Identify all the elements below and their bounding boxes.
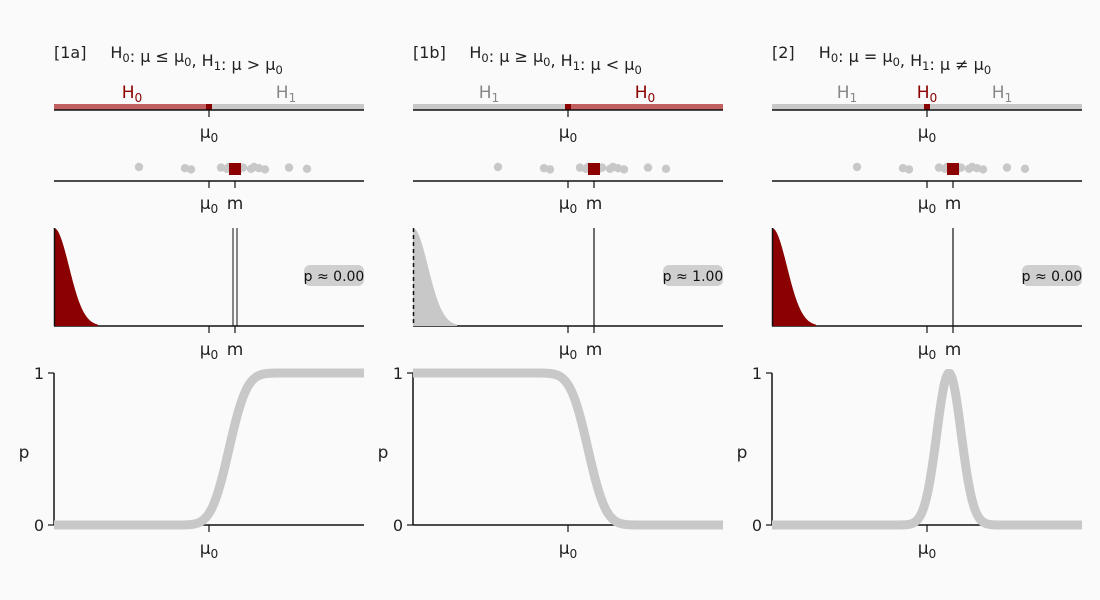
panel-1: [1a] H0: μ ≤ μ0, H1: μ > μ0 H0 H1 μ0 μ0 m μ0 m p … (19, 43, 367, 561)
mu0-label: μ0 (200, 194, 219, 216)
h1-region-label-right: H1 (992, 83, 1013, 105)
mu0-label: μ0 (200, 340, 219, 362)
panel-tag: [1b] (413, 43, 446, 62)
sample-dot (619, 165, 629, 174)
sample-dot (1002, 163, 1012, 172)
sample-mean-marker (588, 163, 600, 175)
m-label: m (586, 194, 603, 214)
sample-dot (545, 165, 555, 174)
p-zero-label: 0 (752, 516, 762, 535)
sample-mean-marker (947, 163, 959, 175)
p-zero-label: 0 (393, 516, 403, 535)
h0-region-label: H0 (635, 83, 656, 105)
m-label: m (227, 194, 244, 214)
h0-region-label: H0 (917, 83, 938, 105)
sample-dot (852, 162, 862, 172)
hypothesis-text: H0: μ ≥ μ0, H1: μ < μ0 (469, 43, 641, 77)
panel-tag: [1a] (54, 43, 86, 62)
m-label: m (586, 340, 603, 360)
sample-dot (260, 165, 270, 174)
mu0-point-marker (924, 104, 930, 110)
p-value-badge (304, 265, 364, 286)
sample-dot (284, 163, 294, 172)
sample-dot (186, 165, 196, 174)
hypothesis-text: H0: μ = μ0, H1: μ ≠ μ0 (819, 43, 991, 77)
panel-2: [1b] H0: μ ≥ μ0, H1: μ < μ0 H1 H0 μ0 μ0 m μ0 m p … (378, 43, 726, 561)
h0-region-bar (568, 104, 723, 110)
p-zero-label: 0 (34, 516, 44, 535)
sample-mean-marker (229, 163, 241, 175)
p-axis-label: p (737, 443, 748, 463)
p-value-badge (663, 265, 723, 286)
sample-dot (661, 164, 671, 173)
tail-density-area (413, 228, 457, 326)
sample-dot (904, 165, 914, 174)
mu0-label: μ0 (559, 123, 578, 145)
h1-region-label: H1 (479, 83, 500, 105)
p-one-label: 1 (34, 364, 44, 383)
mu0-label: μ0 (559, 539, 578, 561)
sample-dot (493, 162, 503, 172)
m-label: m (945, 340, 962, 360)
mu0-label: μ0 (200, 539, 219, 561)
mu0-label: μ0 (918, 194, 937, 216)
p-value-text: p ≈ 0.00 (1022, 269, 1083, 285)
mu0-label: μ0 (559, 340, 578, 362)
p-value-badge (1022, 265, 1082, 286)
m-label: m (227, 340, 244, 360)
p-value-text: p ≈ 1.00 (663, 269, 724, 285)
sample-dot (978, 165, 988, 174)
h1-region-label: H1 (276, 83, 297, 105)
mu0-point-marker (565, 104, 571, 110)
m-label: m (945, 194, 962, 214)
p-value-text: p ≈ 0.00 (304, 269, 365, 285)
sample-dot (643, 163, 653, 172)
p-one-label: 1 (752, 364, 762, 383)
tail-density-area (54, 228, 98, 326)
sample-dot (1020, 164, 1030, 173)
sample-dot (302, 164, 312, 173)
mu0-point-marker (206, 104, 212, 110)
p-value-curve (769, 369, 1085, 530)
sample-dot (134, 162, 144, 172)
mu0-label: μ0 (918, 539, 937, 561)
p-axis-label: p (19, 443, 30, 463)
h0-region-bar (54, 104, 209, 110)
p-value-curve (51, 368, 367, 530)
h1-region-bar (209, 104, 364, 110)
panel-tag: [2] (772, 43, 795, 62)
p-value-curve (410, 368, 726, 530)
mu0-label: μ0 (918, 340, 937, 362)
tail-density-area (772, 228, 816, 326)
mu0-label: μ0 (918, 123, 937, 145)
h1-region-label-left: H1 (837, 83, 858, 105)
mu0-label: μ0 (200, 123, 219, 145)
p-axis-label: p (378, 443, 389, 463)
h0-region-label: H0 (122, 83, 143, 105)
hypothesis-text: H0: μ ≤ μ0, H1: μ > μ0 (110, 43, 282, 77)
mu0-label: μ0 (559, 194, 578, 216)
h1-region-bar (413, 104, 568, 110)
panels-root: [1a] H0: μ ≤ μ0, H1: μ > μ0 H0 H1 μ0 μ0 m μ0 m p … (19, 43, 1085, 561)
p-one-label: 1 (393, 364, 403, 383)
